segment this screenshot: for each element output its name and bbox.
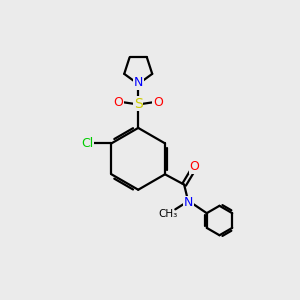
Text: O: O	[190, 160, 200, 173]
Text: S: S	[134, 97, 142, 111]
Text: CH₃: CH₃	[158, 209, 178, 219]
Text: O: O	[114, 96, 123, 109]
Text: O: O	[153, 96, 163, 109]
Text: N: N	[134, 76, 143, 89]
Text: N: N	[184, 196, 193, 209]
Text: Cl: Cl	[81, 137, 93, 150]
